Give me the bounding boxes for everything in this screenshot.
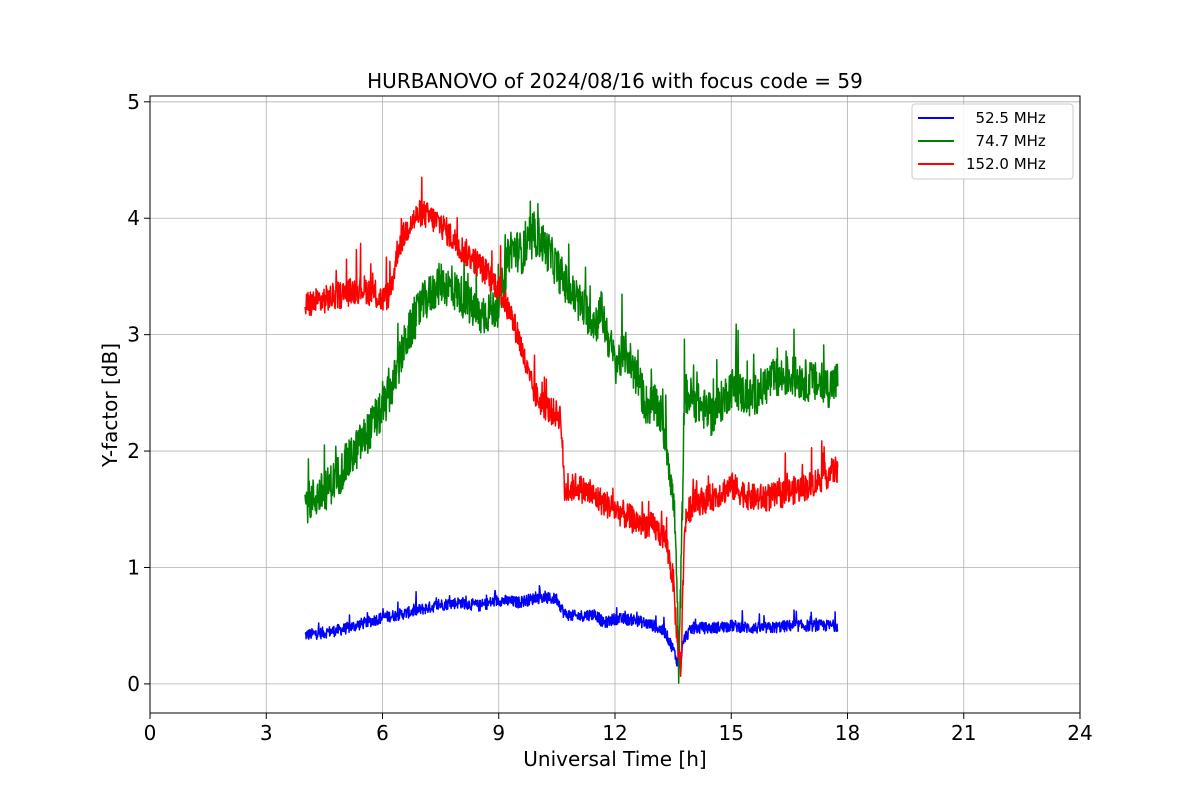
x-tick-label: 0	[144, 721, 157, 745]
x-axis-label: Universal Time [h]	[523, 747, 706, 771]
grid	[149, 96, 1081, 713]
x-tick-label: 21	[951, 721, 976, 745]
legend: 52.5 MHz 74.7 MHz 152.0 MHz	[911, 103, 1074, 180]
series-line-2	[304, 176, 839, 678]
y-tick-label: 3	[127, 323, 140, 347]
x-tick-label: 18	[835, 721, 860, 745]
x-tick-label: 15	[719, 721, 744, 745]
y-tick-label: 4	[127, 206, 140, 230]
chart-title: HURBANOVO of 2024/08/16 with focus code …	[367, 69, 863, 93]
y-tick-label: 1	[127, 555, 140, 579]
series-layer	[304, 176, 839, 684]
y-tick-label: 5	[127, 90, 140, 114]
x-tick-label: 6	[376, 721, 389, 745]
y-tick-label: 0	[127, 672, 140, 696]
x-tick-label: 9	[492, 721, 505, 745]
y-tick-label: 2	[127, 439, 140, 463]
legend-label-0: 52.5 MHz	[966, 109, 1046, 127]
legend-label-1: 74.7 MHz	[966, 132, 1046, 150]
series-line-0	[304, 584, 839, 670]
legend-box	[911, 103, 1074, 180]
x-tick-label: 12	[602, 721, 627, 745]
x-tick-label: 3	[260, 721, 273, 745]
series-line-1	[304, 200, 839, 684]
legend-label-2: 152.0 MHz	[966, 155, 1046, 173]
y-axis-label: Y-factor [dB]	[98, 343, 122, 468]
x-tick-label: 24	[1067, 721, 1092, 745]
